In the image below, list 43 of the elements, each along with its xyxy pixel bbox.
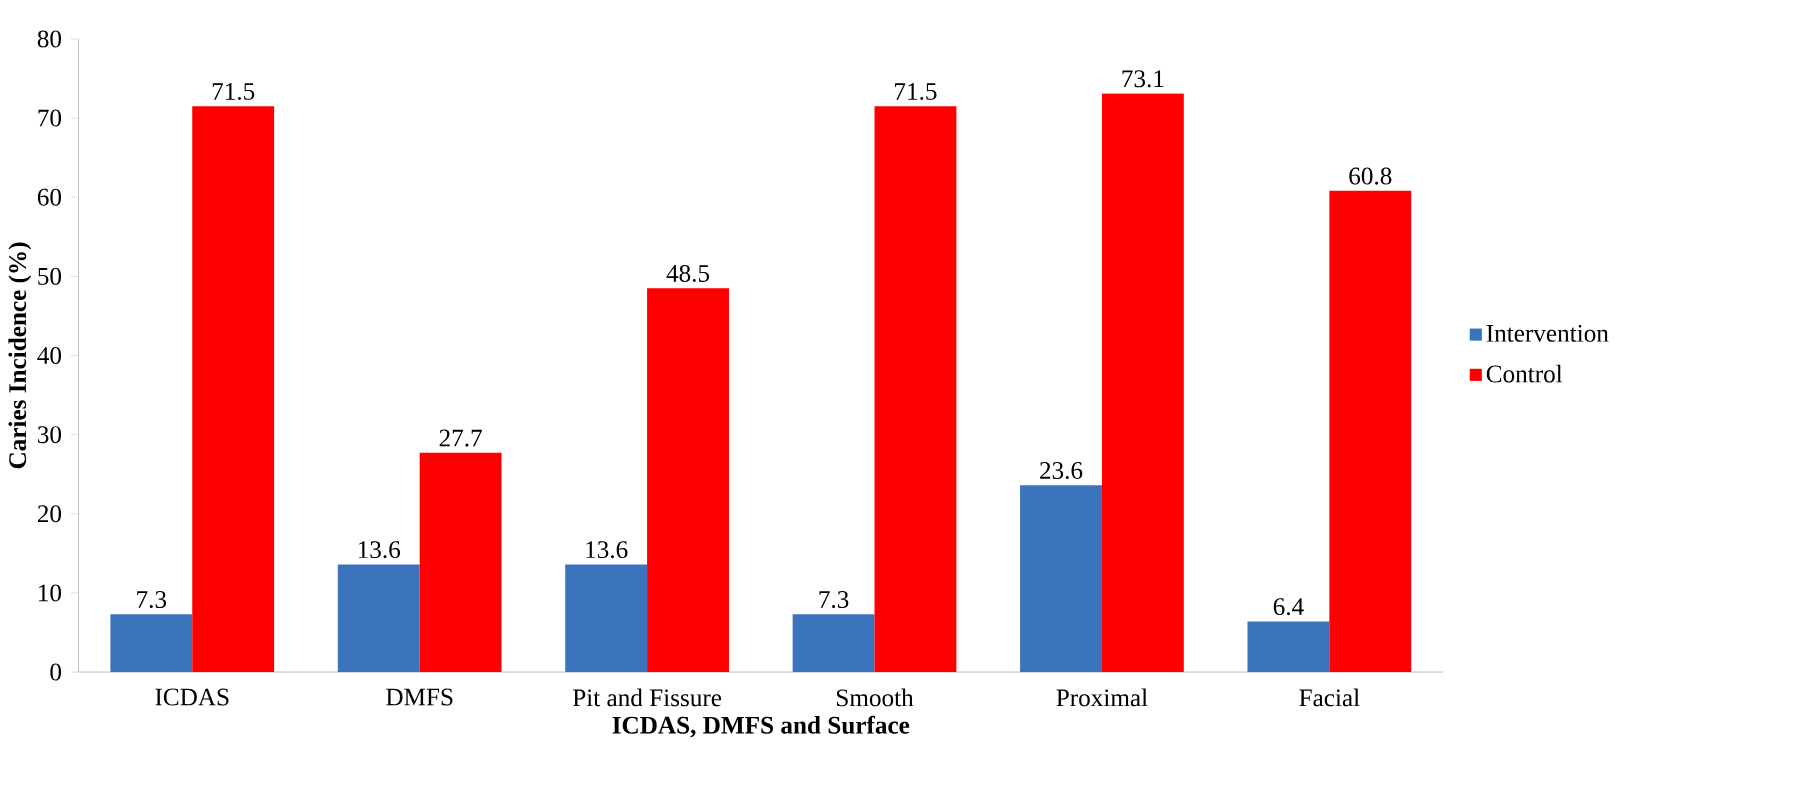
y-tick-label: 60 [37, 188, 62, 206]
data-label: 6.4 [1273, 598, 1304, 616]
x-tick-label: DMFS [386, 688, 453, 706]
bar [565, 564, 648, 673]
y-tick-label: 40 [37, 347, 62, 365]
bar [874, 106, 957, 673]
data-label: 71.5 [212, 83, 255, 101]
y-tick-label: 70 [38, 109, 62, 127]
x-axis-title: ICDAS, DMFS and Surface [612, 715, 910, 738]
bar [110, 614, 193, 673]
data-label: 13.6 [358, 541, 401, 559]
data-label: 23.6 [1040, 462, 1083, 480]
data-label: 60.8 [1349, 167, 1392, 185]
bar [192, 106, 275, 673]
bar [1020, 485, 1102, 673]
y-tick-label: 10 [39, 584, 62, 602]
bar [1247, 621, 1330, 673]
bar [337, 564, 420, 673]
bar [419, 453, 502, 673]
x-tick-label: Smooth [836, 688, 914, 707]
y-tick-label: 50 [38, 268, 62, 286]
data-label: 27.7 [439, 429, 482, 447]
bar [1329, 191, 1412, 673]
legend-label: Intervention [1486, 325, 1609, 343]
x-tick-label: Pit and Fissure [572, 688, 722, 707]
data-label: 13.6 [586, 541, 628, 559]
x-tick-label: Facial [1299, 688, 1360, 707]
legend-label: Control [1486, 365, 1563, 383]
y-axis-title: Caries Incidence (%) [8, 242, 32, 469]
data-label: 73.1 [1122, 70, 1164, 88]
data-label: 7.3 [137, 591, 167, 609]
x-tick-label: Proximal [1056, 688, 1148, 707]
data-label: 71.5 [895, 83, 937, 101]
bar [792, 614, 875, 673]
bar [1101, 93, 1184, 673]
bar [647, 288, 729, 673]
y-tick-label: 0 [50, 663, 62, 681]
data-label: 48.5 [666, 265, 710, 283]
y-tick-label: 30 [38, 426, 62, 444]
y-tick-label: 20 [37, 505, 62, 523]
x-tick-label: ICDAS [155, 688, 229, 706]
data-label: 7.3 [819, 591, 849, 609]
y-tick-label: 80 [37, 30, 62, 48]
